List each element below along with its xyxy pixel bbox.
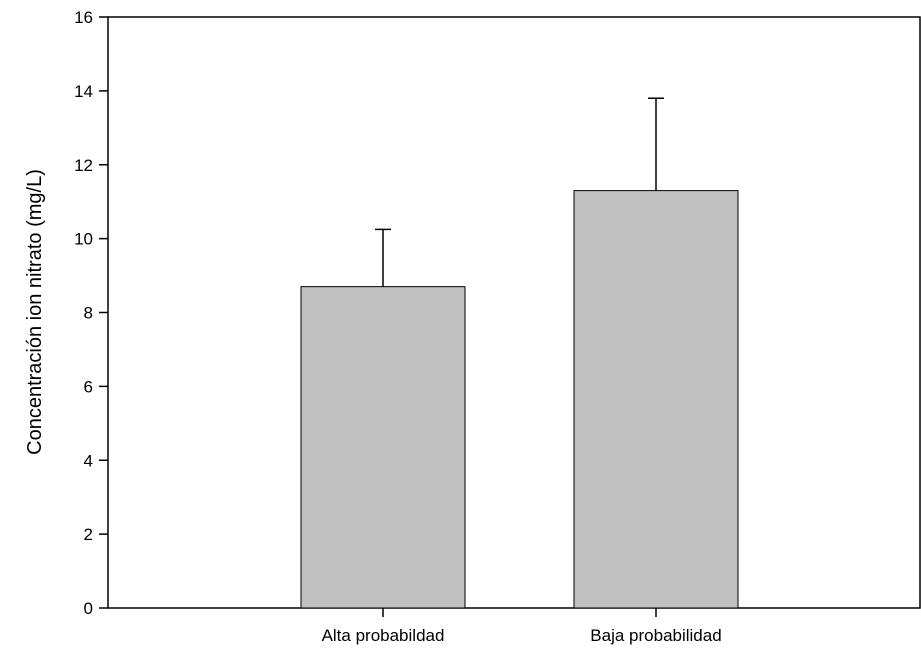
y-axis: 0 2 4 6 8 10 12 14 16 — [74, 8, 108, 618]
y-tick-label: 6 — [84, 377, 93, 396]
y-tick-label: 16 — [74, 8, 93, 27]
plot-frame — [107, 16, 921, 609]
bar — [300, 286, 466, 609]
bars-layer — [300, 190, 739, 609]
y-tick-label: 8 — [84, 304, 93, 323]
y-tick-label: 2 — [84, 525, 93, 544]
bar — [573, 190, 739, 609]
y-axis-label: Concentración ion nitrato (mg/L) — [24, 169, 46, 455]
y-tick-label: 4 — [84, 451, 93, 470]
error-bars-layer — [375, 97, 664, 287]
y-tick-label: 0 — [84, 599, 93, 618]
x-tick-label: Alta probabildad — [322, 626, 445, 645]
x-axis: Alta probabildad Baja probabilidad — [322, 608, 722, 645]
y-tick-label: 14 — [74, 82, 93, 101]
y-tick-label: 10 — [74, 230, 93, 249]
x-tick-label: Baja probabilidad — [590, 626, 721, 645]
y-tick-label: 12 — [74, 156, 93, 175]
